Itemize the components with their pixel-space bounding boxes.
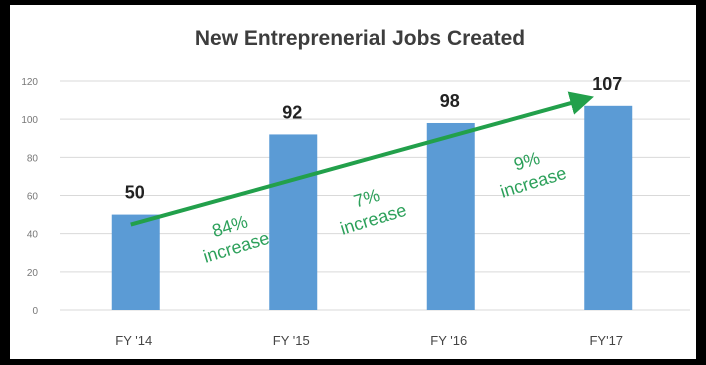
annotation-2: 7% increase: [338, 185, 409, 239]
data-label: 50: [125, 183, 145, 203]
chart-title: New Entreprenerial Jobs Created: [195, 27, 525, 50]
y-axis-ticks: 0 20 40 60 80 100 120: [21, 77, 38, 317]
bars: [111, 105, 633, 310]
bar: [111, 214, 160, 310]
bar: [584, 105, 633, 310]
x-tick-label: FY'17: [589, 333, 623, 348]
chart-frame: New Entreprenerial Jobs Created 0 20 40 60 8…: [10, 5, 696, 359]
y-tick-label: 100: [21, 115, 38, 126]
bar: [269, 134, 318, 310]
y-tick-label: 120: [21, 77, 38, 88]
bar-chart: New Entreprenerial Jobs Created 0 20 40 60 8…: [21, 27, 690, 348]
y-tick-label: 80: [27, 153, 39, 164]
y-tick-label: 60: [27, 192, 39, 203]
annotation-1: 84% increase: [201, 211, 272, 266]
data-label: 107: [592, 74, 622, 94]
data-label: 98: [440, 91, 460, 111]
x-tick-label: FY '16: [430, 333, 467, 348]
x-tick-label: FY '15: [273, 333, 310, 348]
y-tick-label: 0: [32, 306, 38, 317]
x-tick-label: FY '14: [115, 333, 152, 348]
bar: [426, 122, 475, 310]
x-axis-ticks: FY '14 FY '15 FY '16 FY'17: [115, 333, 623, 348]
y-tick-label: 40: [27, 230, 39, 241]
data-label: 92: [282, 102, 302, 122]
y-tick-label: 20: [27, 268, 39, 279]
trend-arrow: [130, 91, 594, 227]
annotation-3: 9% increase: [498, 148, 569, 202]
data-labels: 50 92 98 107: [125, 74, 623, 203]
